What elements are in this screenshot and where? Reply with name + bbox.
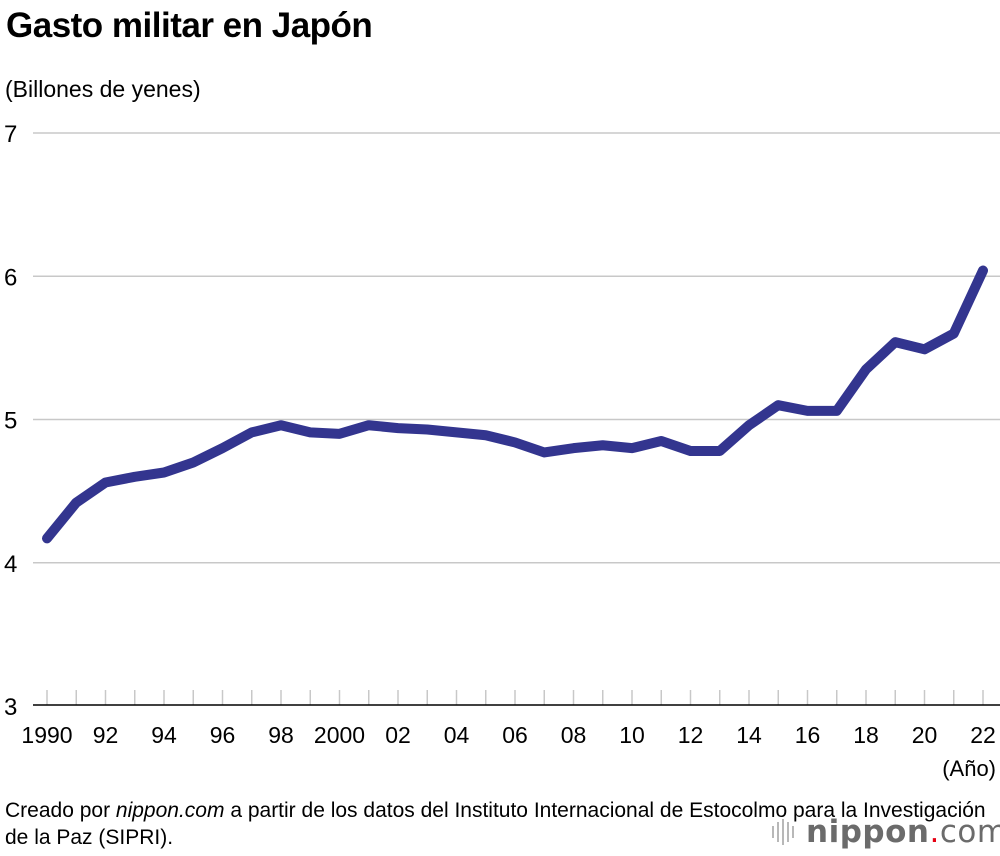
y-tick-label: 4	[4, 551, 17, 578]
x-tick-label: 98	[268, 722, 294, 748]
x-tick-label: 10	[619, 722, 645, 748]
x-tick-label: 02	[385, 722, 411, 748]
source-note: Creado por nippon.com a partir de los da…	[5, 797, 1000, 851]
y-tick-label: 7	[4, 121, 17, 148]
source-prefix: Creado por	[5, 799, 116, 822]
x-tick-label: 08	[561, 722, 587, 748]
x-tick-label: 1990	[21, 722, 72, 748]
x-tick-label: 20	[912, 722, 938, 748]
chart-title: Gasto militar en Japón	[6, 6, 373, 45]
x-tick-label: 2000	[314, 722, 365, 748]
y-axis-label: (Billones de yenes)	[5, 76, 201, 102]
nippon-logo: nippon.com	[772, 812, 1000, 852]
x-tick-label: 04	[444, 722, 470, 748]
logo-bars-icon	[772, 819, 794, 845]
x-tick-label: 22	[970, 722, 996, 748]
x-tick-label: 16	[795, 722, 821, 748]
y-tick-label: 5	[4, 408, 17, 435]
logo-text: nippon.com	[806, 814, 1000, 850]
x-tick-label: 92	[93, 722, 119, 748]
y-tick-label: 3	[4, 694, 17, 721]
x-tick-label: 12	[678, 722, 704, 748]
x-axis-label: (Año)	[942, 756, 996, 781]
series-line	[42, 265, 988, 544]
x-tick-label: 06	[502, 722, 528, 748]
x-tick-label: 14	[736, 722, 762, 748]
source-site: nippon.com	[115, 799, 225, 822]
line-chart: 3 4 5 6 7 1990 92 94 96 98 2000 02 04 06 08 10 12 14 16 18 2…	[4, 121, 1000, 748]
source-rest: a partir de los datos del Instituto Inte…	[5, 799, 986, 849]
x-tick-label: 18	[853, 722, 879, 748]
y-tick-label: 6	[4, 264, 17, 291]
x-tick-label: 94	[151, 722, 177, 748]
x-tick-label: 96	[210, 722, 236, 748]
